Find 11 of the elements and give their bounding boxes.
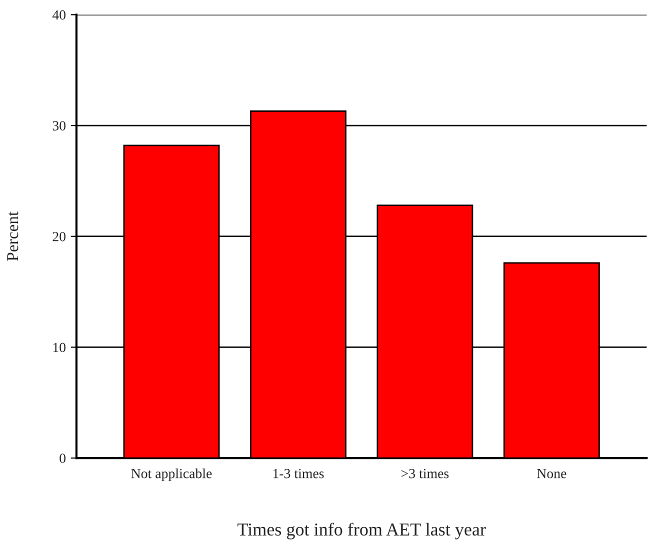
x-tick-label: None	[537, 469, 566, 478]
x-axis-title: Times got info from AET last year	[238, 522, 486, 540]
y-axis-title: Percent	[7, 211, 18, 261]
y-tick-label: 40	[52, 10, 66, 20]
y-tick-label: 20	[52, 232, 66, 242]
y-tick-label: 0	[60, 454, 66, 464]
x-tick-label: 1-3 times	[273, 468, 324, 478]
x-tick-label: >3 times	[401, 468, 449, 478]
y-tick-label: 30	[52, 121, 66, 130]
y-tick-label: 10	[53, 342, 66, 352]
x-tick-label: Not applicable	[131, 468, 212, 482]
